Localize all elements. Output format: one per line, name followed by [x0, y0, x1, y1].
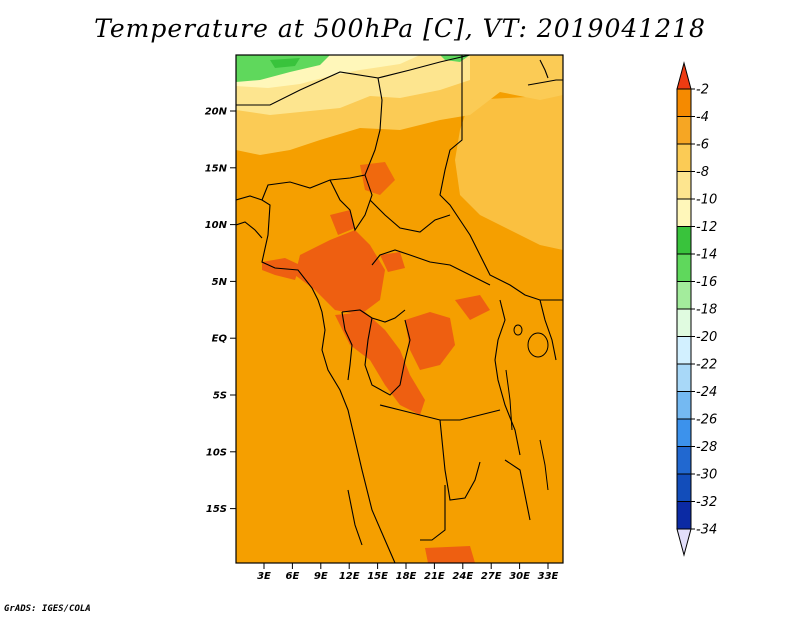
field-warm-congo	[335, 312, 425, 415]
border-car-south	[371, 249, 491, 286]
field-warm-patch-3	[330, 210, 355, 235]
colorbar-swatch	[676, 143, 692, 172]
colorbar-label: -32	[696, 495, 717, 510]
colorbar-label: -24	[696, 385, 717, 400]
field-warm-patch-4	[380, 252, 405, 272]
lake-albert	[513, 324, 523, 336]
border-west-africa-1	[236, 221, 263, 239]
coast-red-sea	[539, 59, 549, 79]
colorbar-swatch	[676, 253, 692, 282]
country-borders	[236, 55, 563, 563]
field-warm-patch-2	[455, 295, 490, 320]
colorbar-label: -14	[696, 248, 717, 263]
field-warm-central	[405, 312, 455, 370]
colorbar-label: -10	[696, 193, 717, 208]
lon-label: 9E	[314, 571, 328, 582]
border-malawi	[504, 459, 531, 521]
lake-malawi	[539, 439, 549, 491]
colorbar-top-triangle	[676, 61, 692, 90]
map-frame	[235, 54, 564, 564]
colorbar-label: -4	[696, 110, 709, 125]
lon-label: 21E	[424, 571, 445, 582]
lon-label: 24E	[452, 571, 473, 582]
colorbar-swatch	[676, 198, 692, 227]
colorbar: -2 -4 -6 -8 -10 -12 -14 -16 -18 -20 -22 -24 -26 -28 -3…	[676, 61, 717, 557]
colorbar-label: -28	[696, 440, 717, 455]
colorbar-swatch	[676, 363, 692, 392]
temperature-field	[236, 55, 563, 563]
colorbar-bottom-triangle	[676, 528, 692, 557]
lon-label: 27E	[481, 571, 502, 582]
border-uganda-kenya	[539, 299, 557, 361]
field-warm-south	[425, 546, 475, 563]
grads-credit: GrADS: IGES/COLA	[4, 604, 91, 614]
lat-label: 10S	[206, 447, 227, 458]
colorbar-label: -34	[696, 523, 717, 538]
field-band-minus14	[236, 55, 330, 82]
border-congo-north	[341, 309, 406, 323]
colorbar-swatch	[676, 281, 692, 310]
lat-label: 15N	[205, 163, 228, 174]
field-green-core	[270, 58, 300, 68]
colorbar-label: -20	[696, 330, 717, 345]
border-namibia	[347, 489, 363, 546]
lon-label: 15E	[367, 571, 388, 582]
colorbar-label: -26	[696, 413, 717, 428]
lon-label: 18E	[396, 571, 417, 582]
colorbar-swatch	[676, 226, 692, 255]
border-lake-chad	[329, 174, 373, 232]
colorbar-swatch	[676, 418, 692, 447]
colorbar-swatch	[676, 308, 692, 337]
border-great-lakes	[494, 299, 521, 456]
lake-victoria	[527, 332, 549, 358]
lake-tanganyika	[505, 369, 513, 431]
lat-label: 5N	[212, 277, 228, 288]
lon-label: 12E	[339, 571, 360, 582]
lat-label: 15S	[206, 504, 227, 515]
latitude-axis: 20N 15N 10N 5N EQ 5S 10S 15S	[205, 107, 236, 515]
lat-label: 10N	[205, 220, 228, 231]
colorbar-swatch	[676, 501, 692, 530]
lat-label: 5S	[213, 391, 227, 402]
colorbar-swatch	[676, 171, 692, 200]
border-car-north	[369, 199, 451, 233]
border-sahel	[236, 71, 383, 201]
colorbar-swatch	[676, 391, 692, 420]
border-zambia-south	[420, 485, 446, 541]
lakes	[505, 324, 549, 491]
colorbar-swatch	[676, 473, 692, 502]
border-congo-river	[364, 317, 411, 396]
colorbar-swatch	[676, 446, 692, 475]
colorbar-swatch	[676, 336, 692, 365]
lon-label: 3E	[257, 571, 271, 582]
colorbar-label: -16	[696, 275, 717, 290]
border-gabon	[341, 311, 353, 381]
colorbar-swatch	[676, 116, 692, 145]
border-zambia-west	[439, 419, 481, 501]
lon-label: 6E	[286, 571, 300, 582]
colorbar-label: -18	[696, 303, 717, 318]
border-egypt-sudan	[527, 79, 563, 86]
colorbar-label: -8	[696, 165, 709, 180]
colorbar-label: -2	[696, 83, 709, 98]
lon-label: 30E	[509, 571, 530, 582]
colorbar-swatch	[676, 88, 692, 117]
border-libya	[377, 55, 471, 79]
colorbar-label: -22	[696, 358, 717, 373]
colorbar-label: -30	[696, 468, 717, 483]
coastline-west	[236, 195, 396, 563]
longitude-axis: 3E 6E 9E 12E 15E 18E 21E 24E 27E 30E 33E	[257, 563, 559, 582]
lat-label: 20N	[205, 107, 228, 118]
border-sudan	[439, 55, 563, 301]
colorbar-label: -6	[696, 138, 709, 153]
lat-label: EQ	[212, 334, 228, 345]
lon-label: 33E	[538, 571, 559, 582]
map-title: Temperature at 500hPa [C], VT: 201904121…	[94, 14, 706, 43]
field-east-cooler	[455, 95, 563, 250]
colorbar-label: -12	[696, 220, 717, 235]
field-warm-cameroon	[295, 230, 385, 315]
